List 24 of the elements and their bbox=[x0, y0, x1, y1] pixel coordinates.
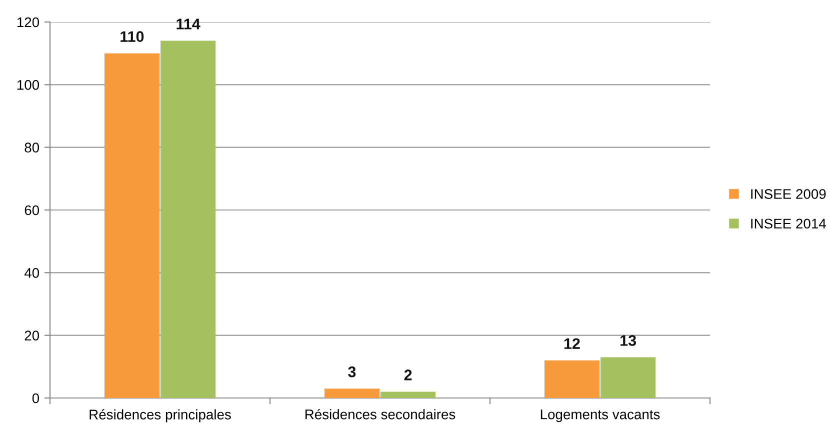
legend-label: INSEE 2014 bbox=[751, 218, 826, 229]
bar bbox=[324, 388, 380, 398]
y-tick-label: 0 bbox=[32, 393, 40, 404]
data-label: 13 bbox=[620, 335, 636, 346]
bar bbox=[544, 360, 600, 398]
bar bbox=[600, 357, 656, 398]
y-tick-label: 120 bbox=[17, 17, 40, 28]
data-label: 2 bbox=[404, 370, 412, 380]
data-label: 12 bbox=[564, 338, 580, 349]
bar bbox=[104, 53, 160, 398]
y-tick-label: 100 bbox=[17, 80, 40, 90]
data-label: 110 bbox=[120, 31, 144, 42]
x-tick-label: Résidences secondaires bbox=[305, 408, 456, 420]
data-label: 114 bbox=[176, 18, 200, 30]
x-tick-label: Résidences principales bbox=[90, 409, 231, 422]
y-tick-label: 60 bbox=[24, 205, 40, 216]
bar bbox=[380, 392, 436, 398]
x-tick-label: Logements vacants bbox=[540, 410, 660, 422]
y-tick-label: 40 bbox=[24, 268, 40, 278]
legend-label: INSEE 2009 bbox=[751, 189, 826, 199]
bar bbox=[160, 40, 216, 398]
y-tick-label: 20 bbox=[24, 330, 40, 341]
y-tick-label: 80 bbox=[24, 142, 40, 153]
data-label: 3 bbox=[348, 366, 356, 378]
